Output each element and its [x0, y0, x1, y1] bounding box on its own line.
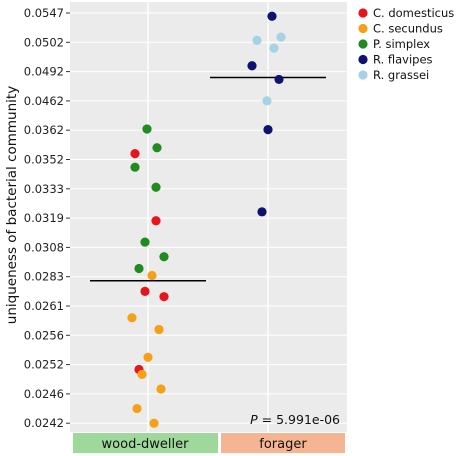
y-tick-label: 0.0362 — [24, 123, 64, 137]
data-point — [151, 182, 161, 192]
data-point — [263, 125, 273, 135]
data-point — [137, 369, 147, 379]
data-point — [127, 313, 137, 323]
data-point — [257, 207, 267, 217]
y-tick-label: 0.0319 — [24, 211, 64, 225]
data-point — [132, 403, 142, 414]
y-tick-label: 0.0352 — [24, 153, 64, 167]
data-point — [276, 32, 286, 42]
y-tick-label: 0.0242 — [24, 416, 64, 430]
legend-marker — [358, 8, 368, 18]
data-point — [140, 286, 150, 296]
data-point — [130, 162, 140, 172]
group-strip — [73, 433, 218, 453]
data-points — [127, 11, 286, 428]
y-tick-label: 0.0283 — [24, 270, 64, 284]
y-axis: 0.0547 0.0502 0.0492 0.0462 0.0362 0.0352 0.03… — [24, 6, 70, 430]
data-point — [159, 252, 169, 262]
data-point — [274, 74, 284, 85]
legend-marker — [358, 23, 368, 34]
legend-entry: R. flavipes — [373, 53, 433, 67]
y-tick-label: 0.0547 — [24, 6, 64, 20]
y-tick-label: 0.0246 — [24, 387, 64, 401]
data-point — [142, 124, 152, 134]
legend-entry: C. domesticus — [373, 6, 454, 20]
y-tick-label: 0.0261 — [24, 299, 64, 313]
legend-marker — [358, 54, 368, 65]
legend-marker — [358, 70, 368, 80]
data-point — [269, 43, 279, 53]
group-strips: wood-dweller forager — [73, 433, 345, 453]
data-point — [156, 384, 166, 394]
y-tick-label: 0.0333 — [24, 182, 64, 196]
data-point — [151, 216, 161, 226]
data-point — [147, 270, 157, 281]
data-point — [134, 263, 144, 274]
data-point — [149, 418, 159, 428]
data-point — [252, 35, 262, 45]
data-point — [130, 149, 140, 159]
group-strip — [221, 433, 345, 453]
y-tick-label: 0.0308 — [24, 240, 64, 254]
data-point — [140, 237, 150, 247]
legend-entry: R. grassei — [373, 68, 429, 82]
data-point — [152, 143, 162, 153]
data-point — [159, 292, 169, 302]
y-tick-label: 0.0502 — [24, 35, 64, 49]
plot-background — [70, 2, 347, 432]
legend-marker — [358, 39, 368, 49]
group-label: forager — [259, 437, 307, 452]
data-point — [154, 324, 164, 335]
y-tick-label: 0.0492 — [24, 65, 64, 79]
data-point — [267, 11, 277, 21]
grid-lines — [70, 2, 347, 432]
data-point — [247, 61, 257, 71]
y-tick-label: 0.0462 — [24, 94, 64, 108]
legend-entry: C. secundus — [373, 22, 443, 36]
p-value-annotation: P = 5.991e-06 — [250, 412, 340, 427]
y-axis-title: uniqueness of bacterial community — [4, 86, 20, 324]
group-label: wood-dweller — [102, 437, 190, 452]
data-point — [143, 352, 153, 362]
data-point — [262, 96, 272, 106]
y-tick-label: 0.0252 — [24, 358, 64, 372]
group-means — [90, 76, 326, 282]
legend-entry: P. simplex — [373, 37, 430, 51]
y-tick-label: 0.0256 — [24, 328, 64, 342]
